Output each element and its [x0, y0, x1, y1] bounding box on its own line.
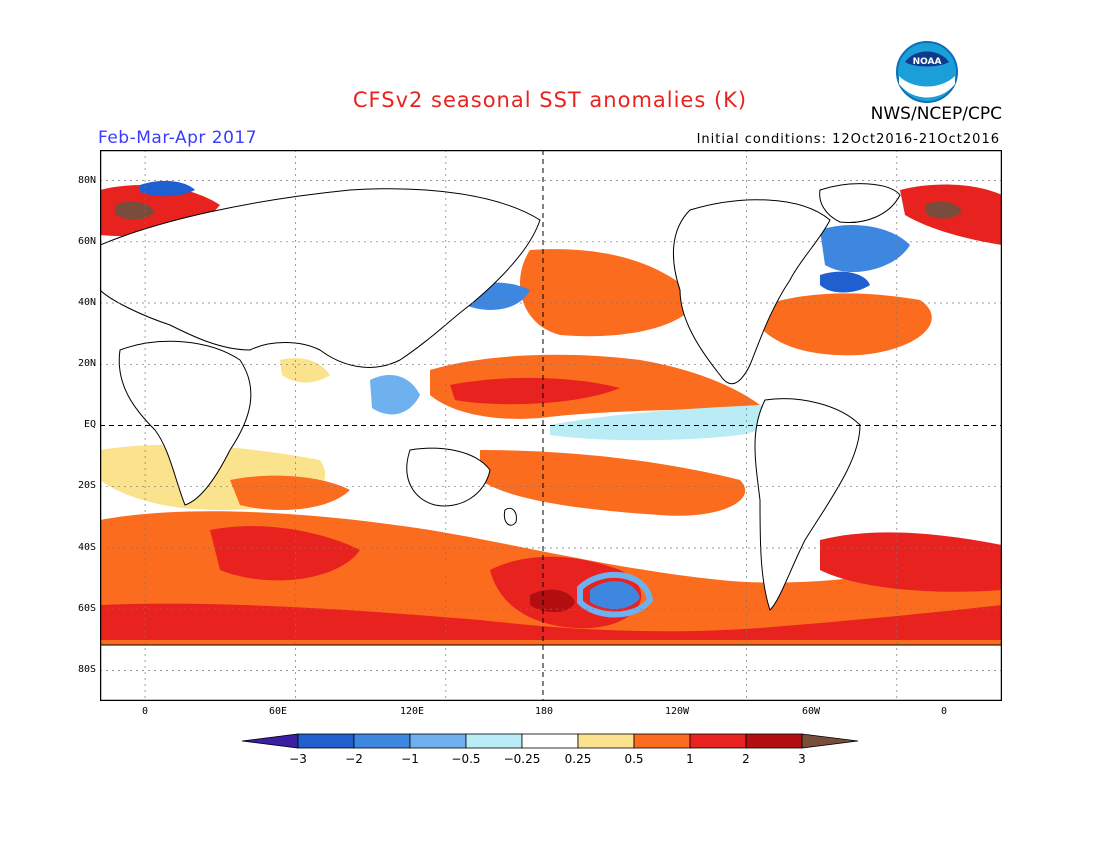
lat-tick: 40N — [77, 297, 96, 308]
lat-tick: 80S — [77, 664, 96, 675]
colorbar-bin — [689, 733, 747, 749]
lat-lon-grid — [100, 150, 1002, 701]
pacific-cool-patch-rim — [577, 571, 654, 618]
north-pacific-strong — [450, 377, 620, 405]
south-america — [754, 398, 861, 611]
land-masses — [100, 183, 1002, 701]
anomaly-fields — [100, 180, 1002, 645]
pacific-cool-patch — [590, 581, 640, 610]
indian-south-strong — [210, 526, 360, 581]
gulf-stream-cool — [820, 271, 870, 293]
colorbar-label: 0.5 — [624, 752, 644, 766]
lat-tick: 60S — [77, 603, 96, 614]
colorbar-bin — [465, 733, 523, 749]
atlantic-subpolar-core — [925, 201, 962, 219]
maritime-continent-cool — [370, 375, 420, 415]
southern-ocean-strong-band — [100, 603, 1002, 640]
lat-tick: 80N — [77, 175, 96, 186]
africa — [118, 340, 252, 506]
lon-tick: 120W — [664, 706, 690, 717]
eurasia — [100, 188, 541, 368]
colorbar-label: −2 — [345, 752, 363, 766]
lat-tick: EQ — [83, 419, 96, 430]
north-pacific-midlat — [520, 249, 700, 337]
colorbar-label: −0.5 — [451, 752, 481, 766]
colorbar-label: −3 — [289, 752, 307, 766]
reference-lines — [100, 150, 1002, 701]
colorbar — [241, 733, 859, 749]
colorbar-label: 0.25 — [564, 752, 592, 766]
indian-ocean-warm — [230, 475, 350, 510]
colorbar-bin — [241, 733, 299, 749]
colorbar-label: 3 — [798, 752, 806, 766]
colorbar-bin — [353, 733, 411, 749]
chart-title: CFSv2 seasonal SST anomalies (K) — [352, 88, 748, 112]
initial-conditions-label: Initial conditions: 12Oct2016-21Oct2016 — [696, 132, 1000, 147]
barents-cool — [140, 180, 195, 197]
map-frame — [100, 150, 1002, 701]
north-atlantic-cool — [820, 225, 910, 273]
lat-tick: 40S — [77, 542, 96, 553]
norwegian-sea-core — [115, 201, 155, 220]
equatorial-cool-tongue — [550, 405, 771, 441]
lon-tick: 0 — [141, 706, 149, 717]
new-zealand — [503, 507, 517, 526]
colorbar-label: 2 — [742, 752, 750, 766]
lat-tick: 60N — [77, 236, 96, 247]
colorbar-label: −0.25 — [503, 752, 541, 766]
colorbar-label: −1 — [401, 752, 419, 766]
north-atlantic-warm — [750, 293, 932, 356]
lon-tick: 180 — [534, 706, 554, 717]
colorbar-boxes — [241, 733, 859, 749]
agency-label: NWS/NCEP/CPC — [870, 104, 1002, 124]
colorbar-bin — [801, 733, 859, 749]
lat-tick: 20S — [77, 480, 96, 491]
colorbar-bin — [409, 733, 467, 749]
noaa-logo-text: NOAA — [913, 57, 942, 67]
colorbar-bin — [521, 733, 579, 749]
lon-tick: 120E — [399, 706, 425, 717]
lon-tick: 0 — [940, 706, 948, 717]
pacific-south-core — [530, 589, 575, 613]
lat-tick: 20N — [77, 358, 96, 369]
season-label: Feb-Mar-Apr 2017 — [98, 128, 258, 148]
colorbar-bin — [577, 733, 635, 749]
lon-tick: 60E — [268, 706, 288, 717]
greenland — [819, 183, 901, 224]
australia — [406, 447, 491, 507]
noaa-logo: NOAA — [896, 41, 958, 103]
north-america — [672, 199, 831, 385]
south-pacific-warm — [480, 450, 746, 516]
sst-anomaly-map — [100, 150, 1002, 701]
colorbar-bin — [745, 733, 803, 749]
colorbar-bin — [633, 733, 691, 749]
atlantic-south-strong — [820, 532, 1002, 592]
colorbar-label: 1 — [686, 752, 694, 766]
antarctica — [100, 644, 1002, 701]
colorbar-bin — [297, 733, 355, 749]
lon-tick: 60W — [801, 706, 821, 717]
